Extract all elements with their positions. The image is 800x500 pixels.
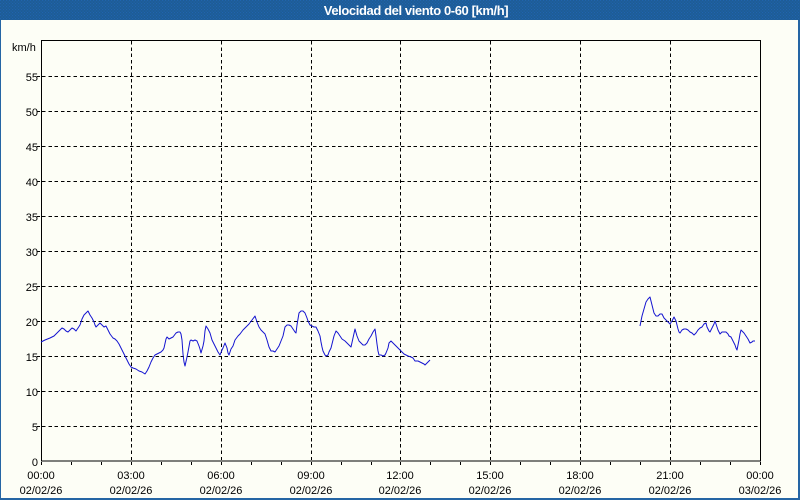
- svg-text:02/02/26: 02/02/26: [559, 485, 602, 497]
- svg-text:0: 0: [32, 457, 38, 469]
- svg-text:20: 20: [26, 317, 38, 329]
- svg-text:09:00: 09:00: [297, 470, 325, 482]
- svg-text:12:00: 12:00: [386, 470, 414, 482]
- svg-text:21:00: 21:00: [656, 470, 684, 482]
- svg-text:00:00: 00:00: [27, 470, 55, 482]
- svg-text:02/02/26: 02/02/26: [200, 485, 243, 497]
- svg-text:5: 5: [32, 422, 38, 434]
- svg-text:03:00: 03:00: [117, 470, 145, 482]
- svg-text:km/h: km/h: [12, 42, 36, 54]
- svg-text:35: 35: [26, 212, 38, 224]
- svg-text:55: 55: [26, 72, 38, 84]
- svg-text:30: 30: [26, 247, 38, 259]
- svg-text:02/02/26: 02/02/26: [110, 485, 153, 497]
- svg-text:06:00: 06:00: [207, 470, 235, 482]
- svg-text:25: 25: [26, 282, 38, 294]
- svg-text:00:00: 00:00: [746, 470, 774, 482]
- svg-text:15: 15: [26, 352, 38, 364]
- svg-text:Velocidad del viento 0-60 [km/: Velocidad del viento 0-60 [km/h]: [324, 3, 508, 18]
- svg-text:02/02/26: 02/02/26: [649, 485, 692, 497]
- svg-text:02/02/26: 02/02/26: [290, 485, 333, 497]
- svg-text:02/02/26: 02/02/26: [379, 485, 422, 497]
- svg-text:45: 45: [26, 142, 38, 154]
- svg-text:03/02/26: 03/02/26: [739, 485, 782, 497]
- svg-text:02/02/26: 02/02/26: [469, 485, 512, 497]
- svg-text:18:00: 18:00: [566, 470, 594, 482]
- svg-text:50: 50: [26, 107, 38, 119]
- svg-text:15:00: 15:00: [476, 470, 504, 482]
- svg-text:40: 40: [26, 177, 38, 189]
- svg-text:02/02/26: 02/02/26: [20, 485, 63, 497]
- svg-text:10: 10: [26, 387, 38, 399]
